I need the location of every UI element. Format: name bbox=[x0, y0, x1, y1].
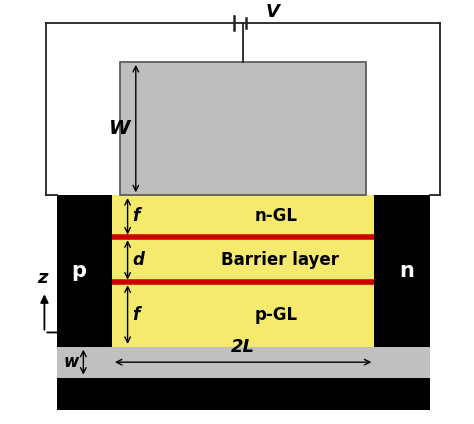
Bar bbox=[57, 377, 429, 410]
Text: W: W bbox=[109, 119, 131, 138]
Bar bbox=[57, 195, 429, 347]
Text: d: d bbox=[133, 251, 145, 269]
Bar bbox=[112, 195, 374, 347]
Text: p-GL: p-GL bbox=[255, 306, 298, 324]
Bar bbox=[120, 62, 366, 195]
Text: Barrier layer: Barrier layer bbox=[221, 251, 339, 269]
Text: n: n bbox=[400, 261, 414, 281]
Text: f: f bbox=[133, 207, 140, 225]
Text: p: p bbox=[72, 261, 87, 281]
Text: 2L: 2L bbox=[231, 338, 255, 356]
Text: x: x bbox=[91, 326, 102, 343]
Text: V: V bbox=[266, 3, 280, 21]
Text: w: w bbox=[63, 353, 78, 371]
Text: z: z bbox=[37, 268, 47, 287]
Text: n-GL: n-GL bbox=[255, 207, 297, 225]
Bar bbox=[57, 347, 429, 377]
Text: f: f bbox=[133, 306, 140, 324]
